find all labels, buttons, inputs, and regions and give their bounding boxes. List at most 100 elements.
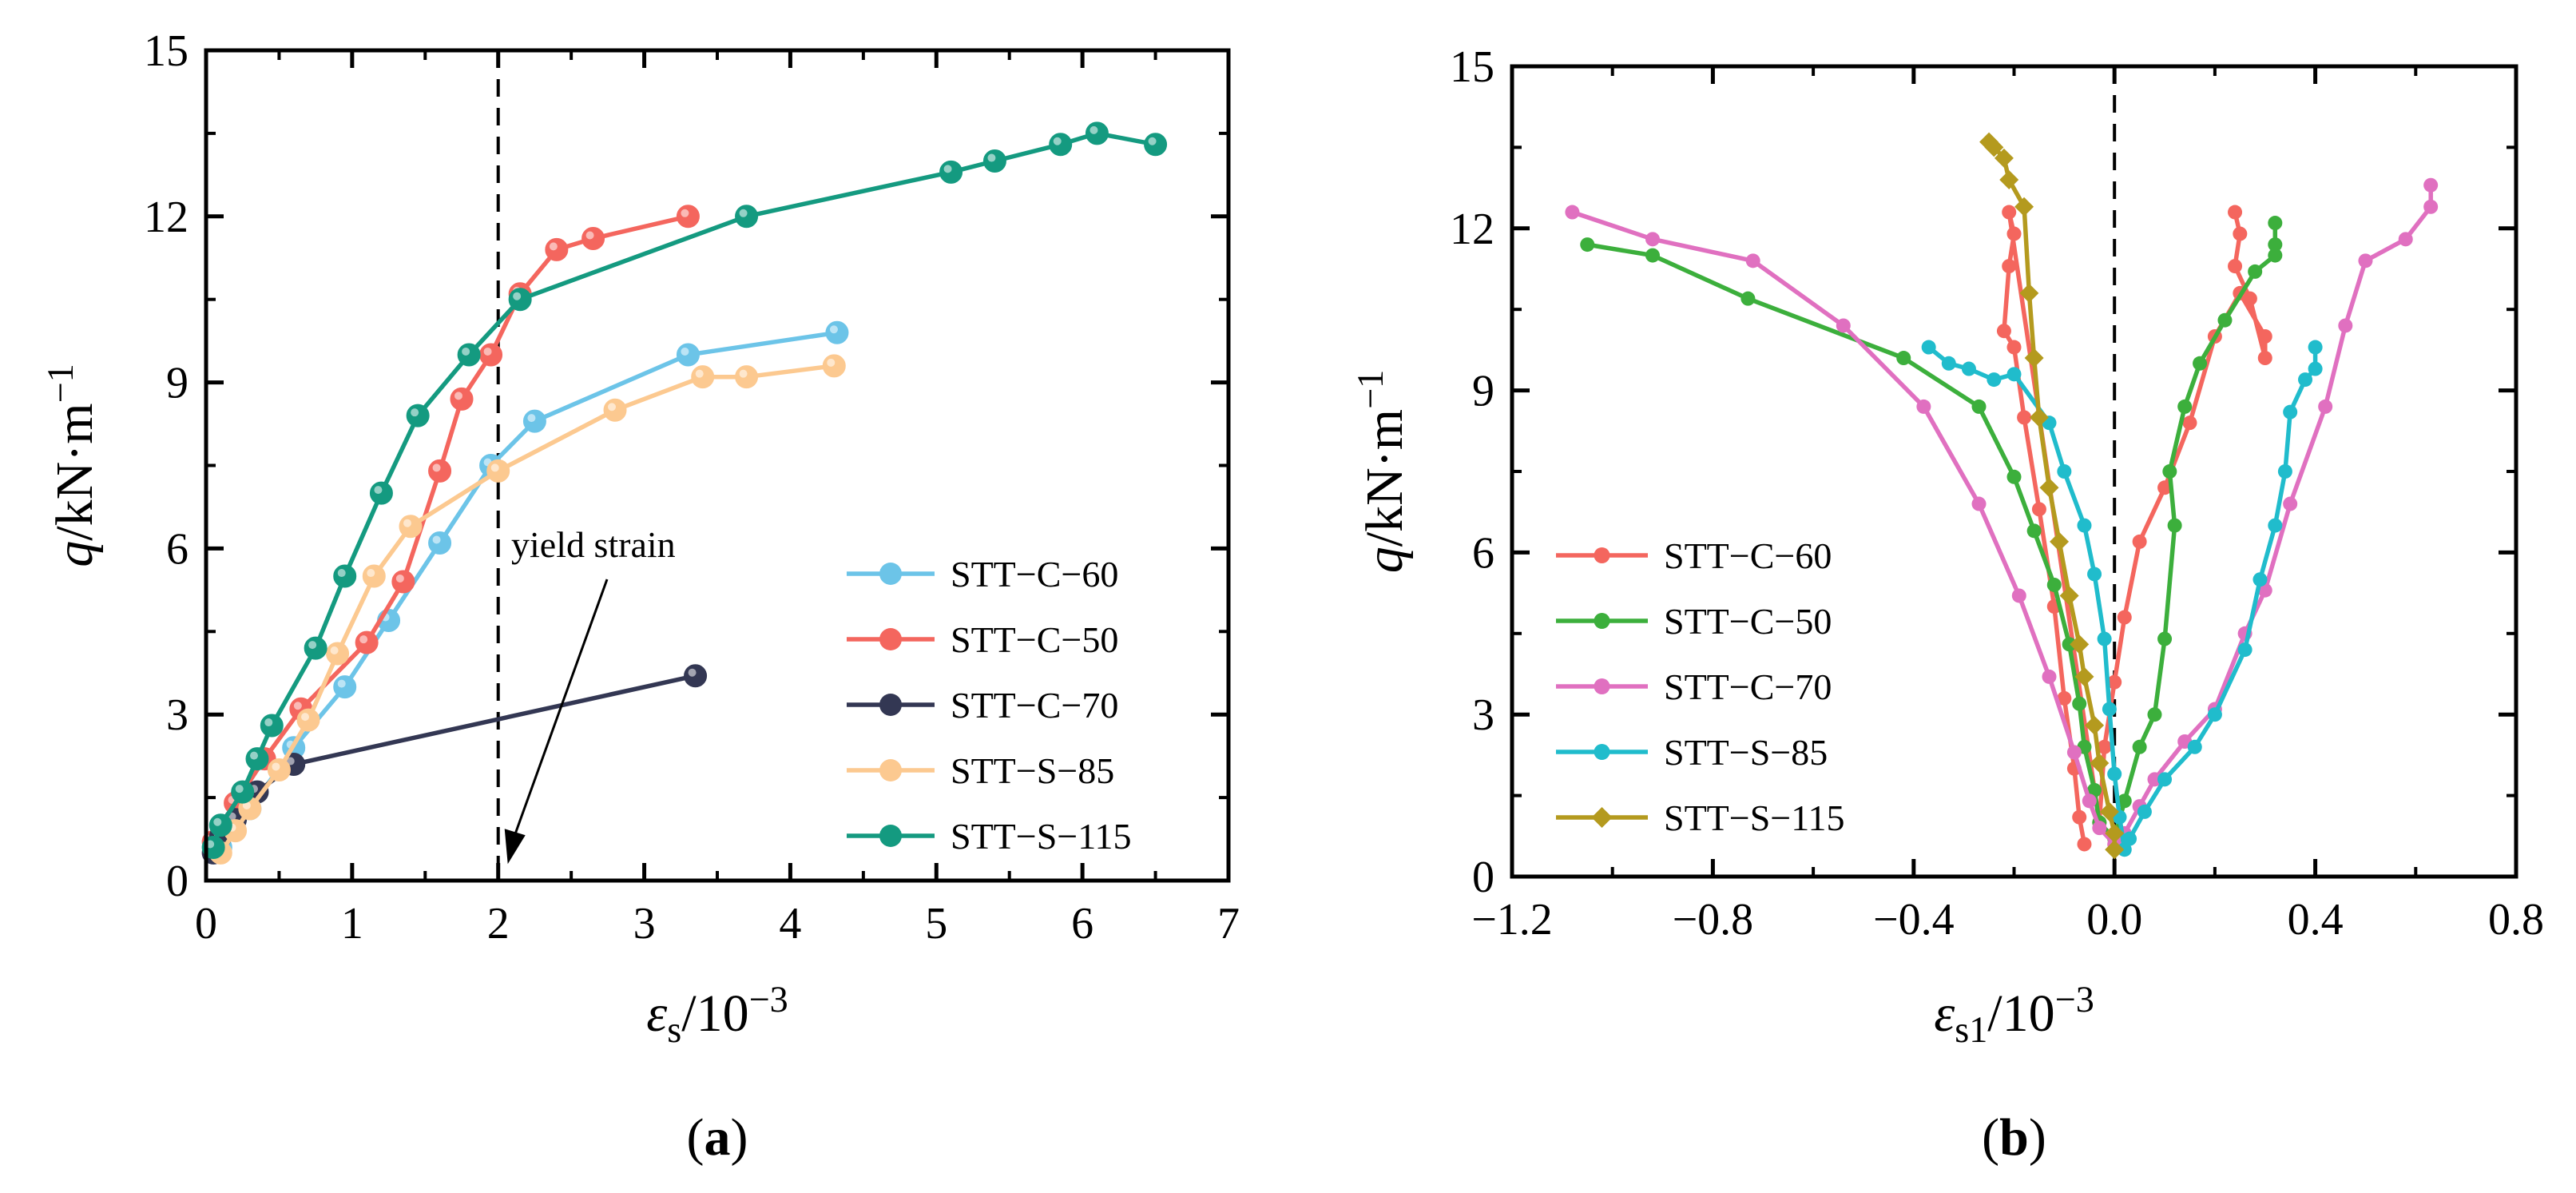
legend-marker	[879, 694, 902, 716]
series-stt-s-85	[1921, 340, 2323, 857]
data-point	[1565, 205, 1580, 220]
data-point	[2268, 518, 2283, 533]
data-point	[2137, 804, 2152, 819]
data-point-highlight	[403, 519, 411, 527]
data-point	[1961, 361, 1976, 376]
series-line	[1987, 140, 2117, 850]
data-point	[508, 288, 532, 312]
data-point-highlight	[301, 713, 309, 722]
series-stt-s-115	[201, 121, 1168, 859]
data-point-highlight	[374, 486, 383, 495]
data-point-highlight	[681, 209, 689, 217]
data-point-highlight	[454, 392, 462, 400]
x-tick-label: 7	[1217, 899, 1240, 948]
panel-label: (b)	[1982, 1108, 2046, 1167]
data-point	[676, 343, 700, 367]
data-point	[2318, 399, 2333, 414]
data-point	[450, 387, 474, 411]
data-point-highlight	[827, 358, 836, 367]
data-point	[2122, 831, 2137, 846]
data-point	[2167, 518, 2182, 533]
data-point	[2017, 410, 2032, 425]
legend-marker	[1591, 807, 1613, 828]
data-point	[2157, 631, 2173, 646]
data-point	[735, 365, 759, 389]
data-point	[2228, 259, 2243, 274]
data-point	[1984, 137, 2004, 157]
data-point-highlight	[337, 679, 346, 688]
series-line	[211, 131, 1157, 849]
data-point	[2283, 404, 2298, 420]
data-point-highlight	[483, 347, 492, 356]
data-point	[1745, 253, 1760, 268]
legend-label: STT−C−50	[951, 619, 1118, 660]
data-point	[2398, 232, 2413, 247]
y-tick-label: 6	[1472, 528, 1494, 578]
legend-marker	[1594, 547, 1610, 563]
data-point-highlight	[330, 646, 339, 655]
legend-label: STT−C−60	[951, 554, 1118, 595]
data-point	[2092, 821, 2107, 836]
data-point	[2132, 739, 2147, 754]
data-point	[2057, 464, 2072, 479]
x-tick-label: 6	[1071, 899, 1094, 948]
legend-marker	[879, 825, 902, 847]
data-point	[1994, 148, 2014, 168]
x-tick-label: −0.4	[1873, 895, 1955, 944]
y-tick-label: 15	[1450, 42, 1494, 92]
data-point	[2277, 464, 2292, 479]
data-point-highlight	[235, 785, 244, 793]
data-point	[2102, 702, 2117, 717]
legend-label: STT−C−60	[1664, 535, 1832, 576]
y-tick-label: 0	[1472, 853, 1494, 902]
data-point	[2157, 772, 2173, 787]
data-point	[2182, 416, 2197, 431]
data-point	[2066, 745, 2082, 760]
data-point	[735, 205, 759, 229]
data-point-highlight	[411, 408, 419, 417]
series-line	[219, 364, 835, 854]
panel-label: (a)	[687, 1108, 748, 1167]
data-point	[1971, 496, 1987, 511]
x-tick-label: 0	[195, 899, 217, 948]
data-point	[2050, 531, 2070, 551]
data-point	[2132, 534, 2147, 549]
data-point	[1049, 133, 1073, 157]
data-point	[296, 708, 320, 732]
y-tick-label: 3	[166, 690, 189, 740]
data-point	[2162, 464, 2177, 479]
legend-item-stt-c-60: STT−C−60	[847, 554, 1118, 595]
legend-item-stt-c-60: STT−C−60	[1556, 535, 1832, 576]
legend-label: STT−S−115	[951, 816, 1132, 857]
data-point	[2107, 674, 2122, 690]
data-point	[581, 227, 605, 251]
data-point	[2423, 177, 2439, 193]
data-point-highlight	[829, 325, 838, 334]
data-point	[1645, 232, 1660, 247]
data-point	[939, 160, 963, 184]
legend-item-stt-s-115: STT−S−115	[847, 816, 1132, 857]
legend-marker	[1594, 744, 1610, 760]
data-point	[684, 664, 708, 688]
data-point	[362, 564, 386, 588]
data-point	[1085, 121, 1109, 145]
data-point	[333, 564, 357, 588]
y-tick-label: 6	[166, 524, 189, 574]
data-point	[2085, 715, 2105, 735]
data-point	[2006, 226, 2022, 241]
data-point	[2074, 666, 2094, 686]
legend-marker	[1594, 678, 1610, 694]
data-point	[2253, 572, 2268, 587]
data-point	[2002, 205, 2017, 220]
series-line	[1571, 185, 2433, 847]
annotation-arrow-head	[504, 829, 526, 865]
data-point	[2117, 793, 2132, 809]
x-tick-label: 5	[925, 899, 947, 948]
data-point-highlight	[585, 231, 594, 240]
data-point	[2242, 291, 2257, 306]
data-point	[1987, 372, 2002, 388]
legend-item-stt-c-50: STT−C−50	[1556, 601, 1832, 642]
series-line	[219, 330, 838, 849]
data-point	[2217, 312, 2233, 328]
